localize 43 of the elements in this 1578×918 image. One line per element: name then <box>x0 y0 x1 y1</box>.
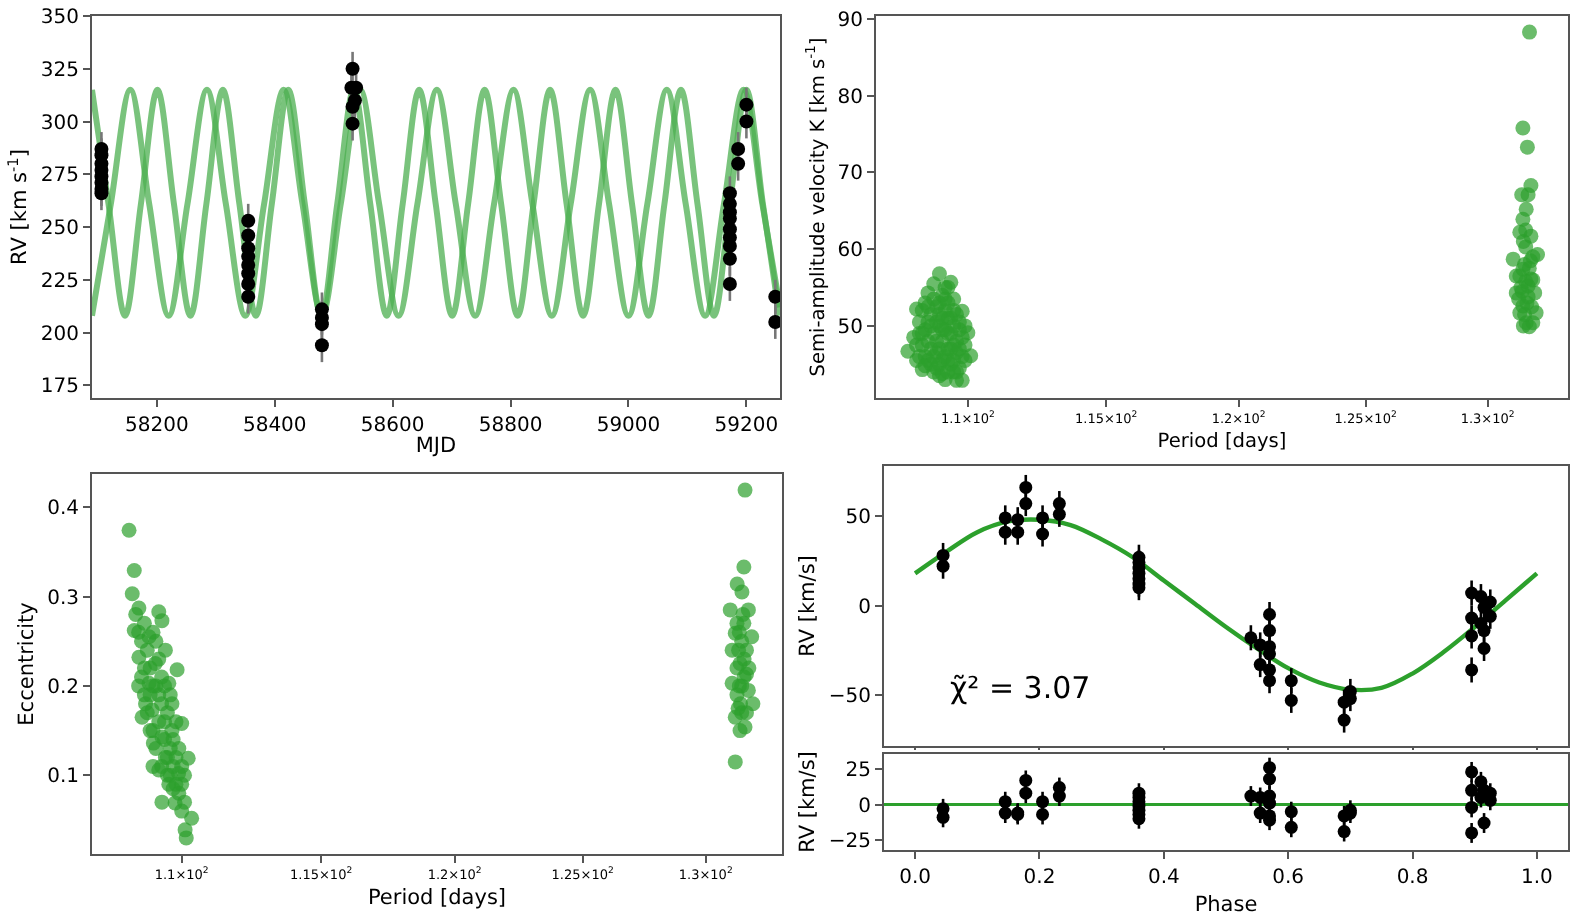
y-axis-title: RV [km/s] <box>796 555 821 657</box>
y-tick-label: 300 <box>40 112 79 135</box>
y-tick-label: 0.4 <box>47 498 79 521</box>
y-tick-label: 50 <box>837 316 863 339</box>
y-tick-label: −50 <box>828 686 871 708</box>
y-tick-label: 70 <box>837 163 863 186</box>
x-axis-title: Period [days] <box>1157 431 1287 454</box>
x-tick-label: 58800 <box>478 415 543 437</box>
y-tick-label: 0 <box>858 596 871 619</box>
y-axis-title: RV [km/s] <box>796 751 821 853</box>
annotation: χ̃² = 3.07 <box>950 670 1091 706</box>
x-tick-label: 59000 <box>596 415 661 437</box>
y-tick-label: 0.3 <box>47 587 79 610</box>
x-tick-label: 58600 <box>360 415 425 437</box>
y-tick-label: 90 <box>837 10 863 33</box>
x-tick-label: 58200 <box>125 415 189 437</box>
y-tick-label: 350 <box>40 7 79 29</box>
x-axis-title: Phase <box>1194 892 1258 917</box>
y-tick-label: 200 <box>40 323 79 346</box>
y-tick-label: 0.2 <box>47 676 79 699</box>
y-tick-label: 0 <box>858 795 871 818</box>
y-tick-label: 60 <box>837 240 863 263</box>
y-tick-label: 325 <box>40 59 79 82</box>
x-tick-label: 59200 <box>714 415 779 437</box>
x-tick-label: 0.4 <box>1147 867 1180 889</box>
x-tick-label: 0.0 <box>899 867 932 889</box>
y-axis-title: Eccentricity <box>14 602 39 726</box>
x-tick-label: 58400 <box>242 415 307 437</box>
y-tick-label: 0.1 <box>47 766 79 789</box>
y-tick-label: 25 <box>845 760 871 783</box>
x-tick-label: 0.6 <box>1272 867 1305 889</box>
y-tick-label: 175 <box>40 376 79 399</box>
x-axis-title: MJD <box>415 434 457 458</box>
y-tick-label: 250 <box>40 218 79 241</box>
y-tick-label: −25 <box>828 831 871 854</box>
y-tick-label: 275 <box>40 165 79 188</box>
y-tick-label: 225 <box>40 270 79 293</box>
x-axis-title: Period [days] <box>367 886 507 911</box>
y-tick-label: 50 <box>845 507 871 530</box>
x-tick-label: 1.0 <box>1520 867 1553 889</box>
y-tick-label: 80 <box>837 86 863 109</box>
x-tick-label: 0.2 <box>1023 867 1056 889</box>
x-tick-label: 0.8 <box>1396 867 1429 889</box>
